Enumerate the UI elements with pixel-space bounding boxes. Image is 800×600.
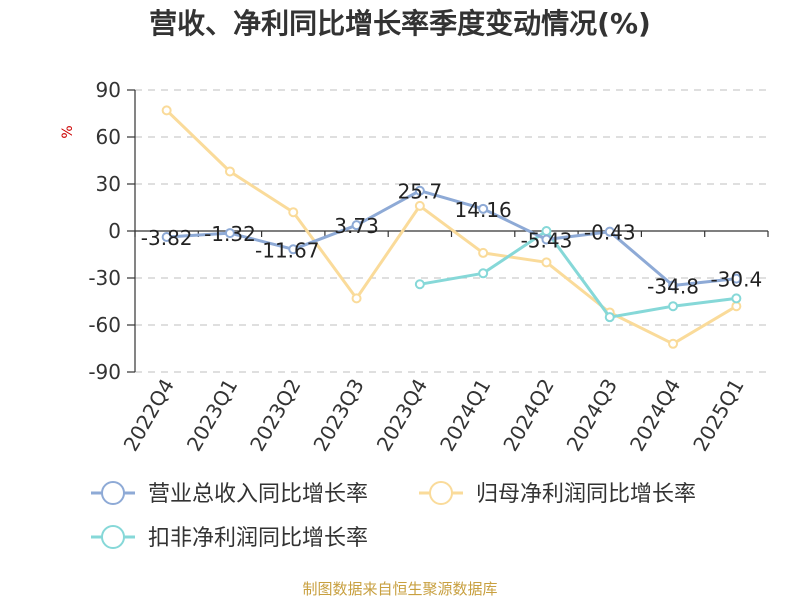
data-point <box>288 207 299 218</box>
data-point <box>414 279 425 290</box>
legend-swatch-marker <box>429 481 453 505</box>
x-tick-label: 2024Q3 <box>562 375 622 456</box>
data-label: -3.82 <box>141 226 193 250</box>
data-point <box>414 185 425 196</box>
x-tick-label: 2023Q2 <box>245 375 305 456</box>
data-point <box>604 226 615 237</box>
data-label: -30.4 <box>710 268 762 292</box>
x-tick-label: 2023Q3 <box>308 375 368 456</box>
y-tick-label: -90 <box>88 360 121 384</box>
data-labels: -3.82 -1.32-11.67 3.73 25.7 14.16 -5.43 -0.43 -… <box>141 180 762 299</box>
series-line <box>165 189 738 287</box>
x-tick-label: 2023Q4 <box>372 375 432 456</box>
data-point <box>731 301 742 312</box>
legend-label: 营业总收入同比增长率 <box>148 482 368 507</box>
data-point <box>478 268 489 279</box>
legend-item[interactable]: 营业总收入同比增长率 <box>91 481 368 507</box>
data-point <box>668 301 679 312</box>
data-label: -1.32 <box>204 222 256 246</box>
chart-title: 营收、净利同比增长率季度变动情况(%) <box>149 7 651 40</box>
legend-label: 归母净利润同比增长率 <box>476 482 696 507</box>
x-axis-ticks: 2022Q4 2023Q1 2023Q2 2023Q3 2023Q4 2024Q1 2024… <box>119 375 749 456</box>
data-point <box>161 105 172 116</box>
y-tick-label: 30 <box>96 172 121 196</box>
legend-label: 扣非净利润同比增长率 <box>148 526 368 551</box>
y-tick-label: 90 <box>96 78 121 102</box>
series-line <box>418 229 738 319</box>
series-line <box>165 108 738 346</box>
x-tick-label: 2024Q4 <box>625 375 685 456</box>
data-point <box>224 228 235 239</box>
data-point <box>541 234 552 245</box>
data-point <box>224 166 235 177</box>
x-tick-label: 2024Q2 <box>498 375 558 456</box>
data-point <box>161 231 172 242</box>
data-label: -0.43 <box>584 221 636 245</box>
y-tick-label: 60 <box>96 125 121 149</box>
data-label: -11.67 <box>255 238 319 262</box>
data-point <box>288 244 299 255</box>
y-tick-label: -60 <box>88 313 121 337</box>
data-point <box>414 200 425 211</box>
data-point <box>351 220 362 231</box>
data-point <box>668 338 679 349</box>
data-label: 14.16 <box>455 198 512 222</box>
legend-swatch-marker <box>101 481 125 505</box>
data-point <box>478 247 489 258</box>
data-point <box>731 273 742 284</box>
y-axis-unit: % <box>60 125 76 138</box>
source-note: 制图数据来自恒生聚源数据库 <box>302 580 497 598</box>
y-tick-label: 0 <box>108 219 121 243</box>
x-tick-label: 2022Q4 <box>119 375 179 456</box>
legend-swatch-marker <box>101 525 125 549</box>
data-label: -5.43 <box>521 229 573 253</box>
legend-item[interactable]: 扣非净利润同比增长率 <box>91 525 368 551</box>
data-point <box>351 293 362 304</box>
data-point <box>668 280 679 291</box>
x-tick-label: 2023Q1 <box>182 375 242 456</box>
data-point <box>478 203 489 214</box>
data-label: 25.7 <box>398 180 443 204</box>
series-layer <box>161 105 742 349</box>
data-point <box>604 312 615 323</box>
data-point <box>541 257 552 268</box>
y-tick-label: -30 <box>88 266 121 290</box>
data-label: -34.8 <box>647 275 699 299</box>
data-point <box>731 293 742 304</box>
y-axis-ticks: 90 60 30 0 -30 -60 -90 <box>88 78 135 384</box>
x-tick-label: 2024Q1 <box>435 375 495 456</box>
legend-item[interactable]: 归母净利润同比增长率 <box>419 481 696 507</box>
x-tick-label: 2025Q1 <box>688 375 748 456</box>
data-label: 3.73 <box>334 214 379 238</box>
